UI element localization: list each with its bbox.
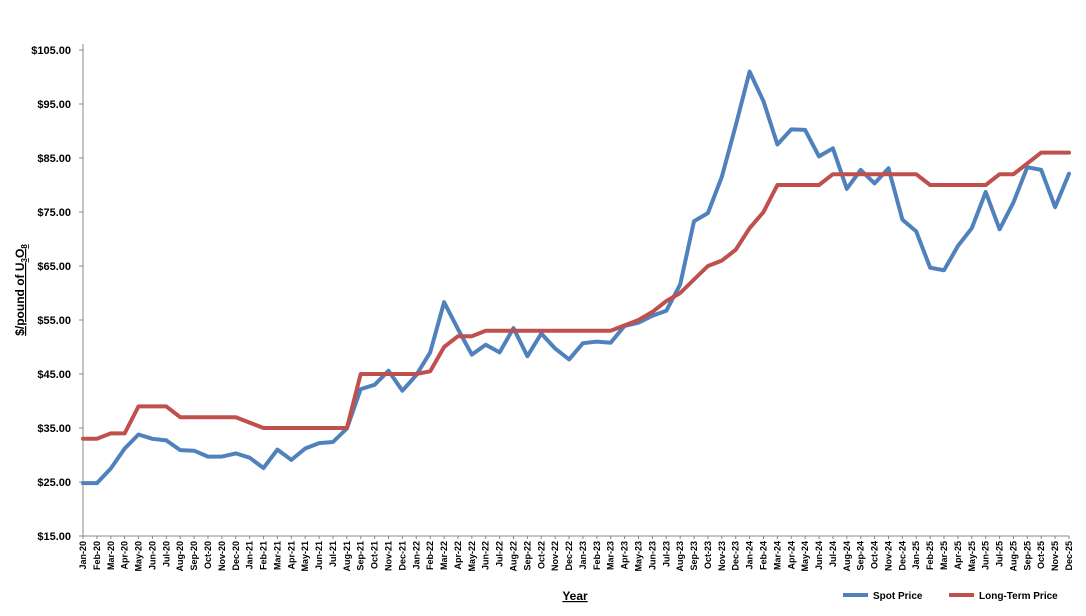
- x-tick-label: Dec-25: [1064, 541, 1074, 571]
- x-tick-label: Apr-22: [453, 541, 463, 570]
- x-tick-label: Jun-24: [814, 541, 824, 570]
- series-line-long-term-price: [81, 150, 1071, 441]
- x-tick-label: Aug-21: [342, 541, 352, 572]
- x-tick-label: Jul-22: [495, 541, 505, 567]
- x-tick-label: Jul-23: [661, 541, 671, 567]
- x-tick-label: Jun-21: [314, 541, 324, 570]
- x-tick-label: Oct-23: [703, 541, 713, 569]
- x-tick-label: Jun-25: [981, 541, 991, 570]
- x-tick-label: Jul-21: [328, 541, 338, 567]
- x-tick-label: Mar-25: [939, 541, 949, 570]
- x-tick-label: Nov-20: [217, 541, 227, 571]
- x-tick-label: May-20: [134, 541, 144, 572]
- x-tick-label: Oct-22: [536, 541, 546, 569]
- x-tick-label: Feb-24: [758, 541, 768, 570]
- y-tick-label: $105.00: [31, 45, 71, 57]
- legend-label-long-term: Long-Term Price: [979, 591, 1058, 602]
- x-tick-label: Aug-23: [675, 541, 685, 572]
- y-axis-title: $/pound of U3O8: [13, 244, 29, 336]
- x-tick-label: Jan-21: [245, 541, 255, 570]
- x-tick-label: May-21: [300, 541, 310, 572]
- x-tick-labels: Jan-20 Feb-20 Mar-20 Apr-20 May-20 Jun-20 Jul-…: [78, 536, 1074, 572]
- x-tick-label: Feb-20: [92, 541, 102, 570]
- x-tick-label: May-23: [633, 541, 643, 572]
- x-tick-label: Dec-24: [897, 541, 907, 571]
- x-tick-label: Oct-21: [370, 541, 380, 569]
- x-tick-label: Aug-24: [842, 541, 852, 572]
- x-tick-label: Sep-20: [189, 541, 199, 571]
- y-tick-label: $15.00: [37, 531, 71, 543]
- series-line-spot-price: [81, 69, 1071, 486]
- x-tick-label: Mar-22: [439, 541, 449, 570]
- x-tick-label: Sep-22: [522, 541, 532, 571]
- x-tick-label: Aug-25: [1008, 541, 1018, 572]
- y-tick-label: $25.00: [37, 477, 71, 489]
- x-tick-label: May-22: [467, 541, 477, 572]
- legend: Spot Price Long-Term Price: [843, 591, 1058, 602]
- y-tick-label: $35.00: [37, 423, 71, 435]
- x-tick-label: Apr-25: [953, 541, 963, 570]
- x-tick-label: Feb-22: [425, 541, 435, 570]
- x-axis-title: Year: [562, 589, 588, 603]
- x-tick-label: Jun-23: [647, 541, 657, 570]
- x-tick-label: Dec-21: [397, 541, 407, 571]
- y-tick-label: $85.00: [37, 153, 71, 165]
- x-tick-label: Jan-22: [411, 541, 421, 570]
- x-tick-label: Jan-25: [911, 541, 921, 570]
- x-tick-label: Nov-22: [550, 541, 560, 571]
- legend-label-spot: Spot Price: [873, 591, 923, 602]
- x-tick-label: Nov-21: [384, 541, 394, 571]
- x-tick-label: Feb-23: [592, 541, 602, 570]
- y-tick-label: $65.00: [37, 261, 71, 273]
- x-tick-label: Mar-21: [272, 541, 282, 570]
- x-tick-label: Jan-24: [745, 541, 755, 570]
- x-tick-label: Jul-25: [995, 541, 1005, 567]
- y-tick-label: $55.00: [37, 315, 71, 327]
- x-tick-label: Apr-20: [120, 541, 130, 570]
- x-tick-label: Apr-24: [786, 541, 796, 570]
- y-tick-labels: $15.00 $25.00 $35.00 $45.00 $55.00 $65.00 $75.…: [31, 45, 83, 543]
- x-tick-label: Sep-23: [689, 541, 699, 571]
- x-tick-label: Apr-23: [620, 541, 630, 570]
- y-tick-label: $75.00: [37, 207, 71, 219]
- y-tick-label: $45.00: [37, 369, 71, 381]
- x-tick-label: Jun-20: [147, 541, 157, 570]
- x-tick-label: Dec-23: [731, 541, 741, 571]
- x-tick-label: Sep-21: [356, 541, 366, 571]
- x-tick-label: Aug-22: [509, 541, 519, 572]
- x-tick-label: Feb-25: [925, 541, 935, 570]
- x-tick-label: Jan-23: [578, 541, 588, 570]
- x-tick-label: Oct-25: [1036, 541, 1046, 569]
- x-tick-label: Dec-22: [564, 541, 574, 571]
- y-axis-title-mid: O: [13, 249, 27, 258]
- x-tick-label: Sep-24: [856, 541, 866, 571]
- x-tick-label: Sep-25: [1022, 541, 1032, 571]
- x-tick-label: Jul-20: [161, 541, 171, 567]
- x-tick-label: Jul-24: [828, 541, 838, 567]
- x-tick-label: Feb-21: [259, 541, 269, 570]
- x-tick-label: Mar-24: [772, 541, 782, 570]
- y-tick-label: $95.00: [37, 99, 71, 111]
- series-lines: [81, 69, 1071, 486]
- x-tick-label: Dec-20: [231, 541, 241, 571]
- x-tick-label: Nov-24: [883, 541, 893, 571]
- x-tick-label: May-25: [967, 541, 977, 572]
- y-axis-title-prefix: $/pound of U: [13, 262, 27, 335]
- y-axis-title-sub1: 3: [20, 257, 29, 262]
- x-tick-label: Nov-23: [717, 541, 727, 571]
- x-tick-label: May-24: [800, 541, 810, 572]
- y-axis-title-sub2: 8: [20, 244, 29, 249]
- x-tick-label: Nov-25: [1050, 541, 1060, 571]
- x-tick-label: Oct-24: [870, 541, 880, 569]
- x-tick-label: Mar-20: [106, 541, 116, 570]
- x-tick-label: Mar-23: [606, 541, 616, 570]
- x-tick-label: Jun-22: [481, 541, 491, 570]
- x-tick-label: Aug-20: [175, 541, 185, 572]
- x-tick-label: Oct-20: [203, 541, 213, 569]
- x-tick-label: Apr-21: [286, 541, 296, 570]
- x-tick-label: Jan-20: [78, 541, 88, 570]
